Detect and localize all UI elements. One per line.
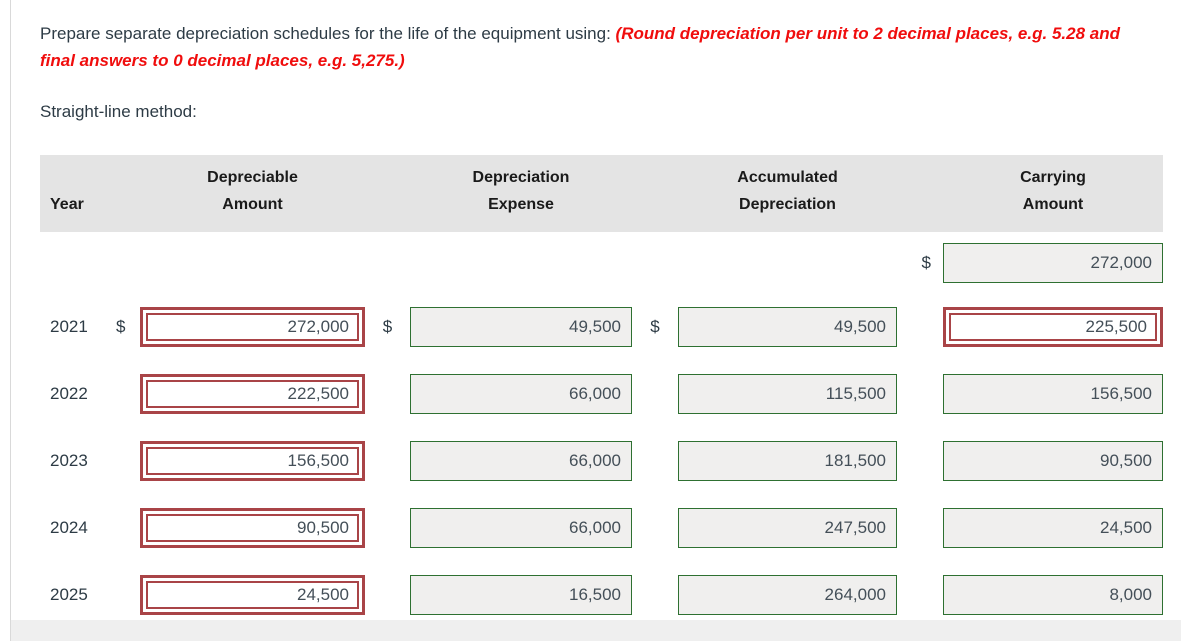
depreciation-expense-input-2023 <box>410 441 632 481</box>
column-header-year: Year <box>50 196 84 213</box>
accumulated-depreciation-input-2022 <box>678 374 897 414</box>
method-label: Straight-line method: <box>40 102 197 121</box>
accumulated-depreciation-input-2025 <box>678 575 897 615</box>
question-content: Prepare separate depreciation schedules … <box>40 0 1163 615</box>
accumulated-depreciation-input-2024 <box>678 508 897 548</box>
instructions-text: Prepare separate depreciation schedules … <box>40 20 1145 74</box>
column-header-depreciable-amount: Depreciable Amount <box>207 169 298 213</box>
year-label: 2023 <box>50 451 88 470</box>
table-row-2024: 2024 <box>40 508 1163 548</box>
depreciable-amount-input-2025[interactable] <box>146 581 359 609</box>
table-header: Year Depreciable Amount Depreciation Exp… <box>40 155 1163 232</box>
accumulated-depreciation-input-2021 <box>678 307 897 347</box>
year-label: 2025 <box>50 585 88 604</box>
accumulated-depreciation-input-2023 <box>678 441 897 481</box>
currency-symbol: $ <box>650 317 660 336</box>
currency-symbol: $ <box>382 317 393 336</box>
carrying-amount-input-2022 <box>943 374 1163 414</box>
depreciable-amount-input-2022[interactable] <box>146 380 359 408</box>
year-label: 2022 <box>50 384 88 403</box>
depreciation-expense-input-2025 <box>410 575 632 615</box>
table-row-2023: 2023 <box>40 441 1163 481</box>
instructions-normal: Prepare separate depreciation schedules … <box>40 24 616 43</box>
currency-symbol: $ <box>921 253 931 272</box>
currency-symbol: $ <box>116 317 126 336</box>
carrying-amount-input-initial <box>943 243 1163 283</box>
column-header-carrying-amount: Carrying Amount <box>1020 169 1086 213</box>
page-bottom-background <box>11 620 1181 641</box>
depreciation-expense-input-2022 <box>410 374 632 414</box>
initial-carrying-row: $ <box>40 243 1163 283</box>
year-label: 2024 <box>50 518 88 537</box>
instructions-emphasis: (Round depreciation per unit to 2 decima… <box>40 24 1120 70</box>
carrying-amount-input-2023 <box>943 441 1163 481</box>
table-row-2022: 2022 <box>40 374 1163 414</box>
carrying-amount-input-2025 <box>943 575 1163 615</box>
table-row-2021: 2021 $ $ $ <box>40 307 1163 347</box>
depreciable-amount-input-2024[interactable] <box>146 514 359 542</box>
carrying-amount-input-2021[interactable] <box>949 313 1157 341</box>
depreciable-amount-input-2021[interactable] <box>146 313 359 341</box>
left-rail-divider <box>10 0 11 641</box>
depreciation-expense-input-2021 <box>410 307 632 347</box>
column-header-depreciation-expense: Depreciation Expense <box>472 169 570 213</box>
depreciation-expense-input-2024 <box>410 508 632 548</box>
year-label: 2021 <box>50 317 88 336</box>
table-row-2025: 2025 <box>40 575 1163 615</box>
depreciable-amount-input-2023[interactable] <box>146 447 359 475</box>
column-header-accumulated-depreciation: Accumulated Depreciation <box>737 169 838 213</box>
carrying-amount-input-2024 <box>943 508 1163 548</box>
